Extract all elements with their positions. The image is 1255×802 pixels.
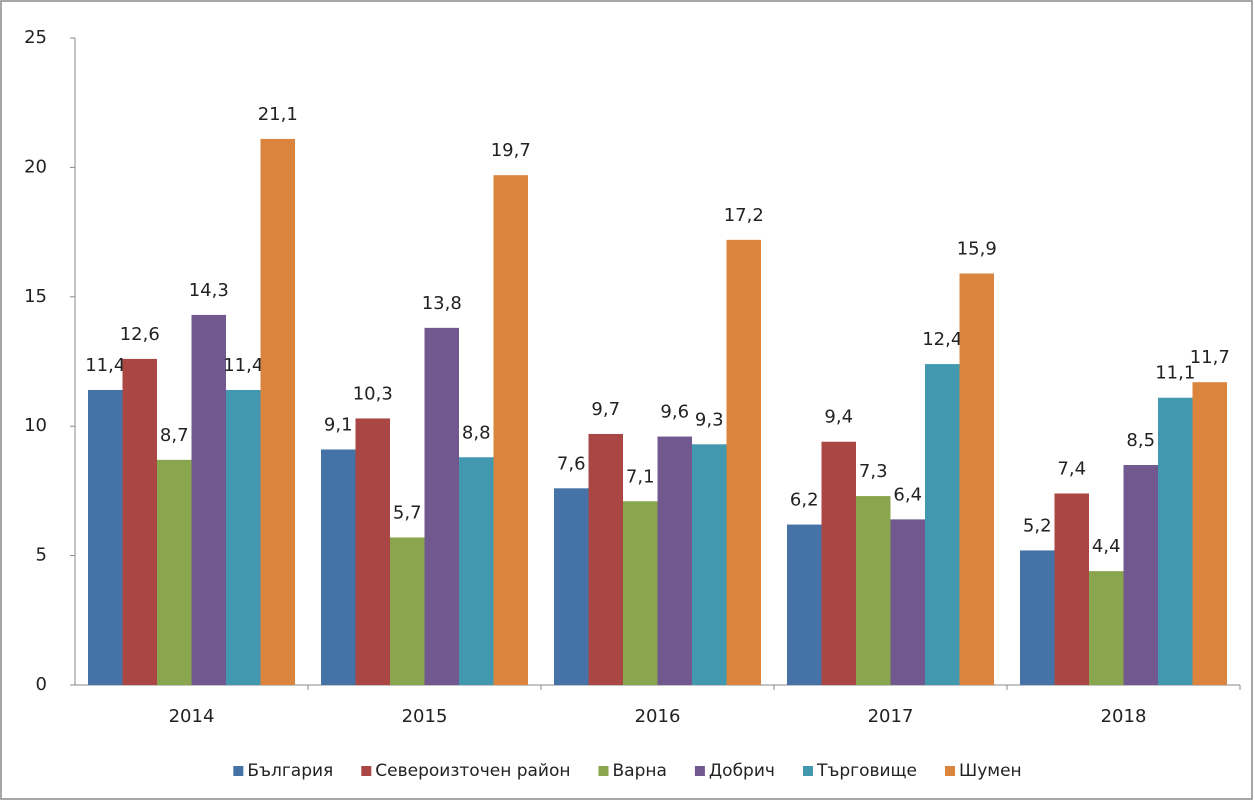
bar [1123,465,1158,685]
data-label: 6,2 [790,490,819,511]
bar [821,441,856,685]
data-label: 9,6 [660,402,689,423]
y-tick-label: 10 [24,415,47,436]
data-label: 7,3 [859,461,888,482]
x-tick-label: 2016 [635,706,681,727]
data-label: 4,4 [1092,536,1121,557]
data-label: 12,6 [120,324,160,345]
legend-swatch [233,766,244,776]
data-label: 21,1 [258,104,298,125]
bar [191,314,226,685]
y-tick-label: 15 [24,286,47,307]
bar [157,459,192,685]
bar [459,457,494,685]
bar [657,436,692,685]
bar [726,239,761,685]
bar [856,496,891,685]
bar [959,273,994,685]
data-label: 14,3 [189,280,229,301]
bar [260,138,295,685]
legend-swatch [802,766,813,776]
legend-label: България [247,761,333,781]
data-label: 17,2 [724,205,764,226]
legend-swatch [598,766,609,776]
data-label: 11,1 [1155,363,1195,384]
bar [925,364,960,685]
data-label: 8,5 [1126,430,1155,451]
legend-label: Шумен [959,761,1022,781]
y-tick-label: 5 [36,545,47,566]
bar [787,524,822,685]
data-label: 9,1 [324,414,353,435]
data-label: 6,4 [893,484,922,505]
bar [588,433,623,685]
bar [355,418,390,685]
bar [88,389,123,685]
bar [226,389,261,685]
data-label: 8,7 [160,425,189,446]
y-tick-label: 25 [24,27,47,48]
bar [554,488,589,685]
legend-swatch [694,766,705,776]
data-label: 19,7 [491,140,531,161]
bar [623,501,658,685]
data-label: 9,4 [824,407,853,428]
bar [122,358,157,685]
data-label: 5,2 [1023,515,1052,536]
legend-label: Търговище [816,761,917,781]
bar [1089,571,1124,685]
x-tick-label: 2017 [868,706,914,727]
data-label: 10,3 [353,383,393,404]
legend-label: Варна [612,761,666,781]
y-tick-label: 20 [24,156,47,177]
bar [321,449,356,685]
x-tick-label: 2015 [402,706,448,727]
bar [1192,382,1227,685]
data-label: 8,8 [462,422,491,443]
data-label: 11,4 [223,355,263,376]
x-tick-label: 2014 [169,706,215,727]
data-label: 9,3 [695,409,724,430]
data-label: 7,6 [557,453,586,474]
data-label: 7,4 [1057,458,1086,479]
bar [890,519,925,685]
bar [424,327,459,685]
legend-swatch [361,766,372,776]
legend-swatch [945,766,956,776]
legend-label: Североизточен район [375,761,570,781]
data-label: 11,7 [1190,347,1230,368]
bar [692,444,727,685]
bar [390,537,425,685]
x-tick-label: 2018 [1101,706,1147,727]
data-label: 9,7 [591,399,620,420]
data-label: 7,1 [626,466,655,487]
data-label: 13,8 [422,293,462,314]
legend-label: Добрич [709,761,775,781]
bar [1020,550,1055,685]
data-label: 12,4 [922,329,962,350]
data-label: 5,7 [393,502,422,523]
bar [493,175,528,685]
bar [1158,397,1193,685]
y-tick-label: 0 [36,674,47,695]
bar [1054,493,1089,685]
data-label: 11,4 [85,355,125,376]
data-label: 15,9 [957,239,997,260]
